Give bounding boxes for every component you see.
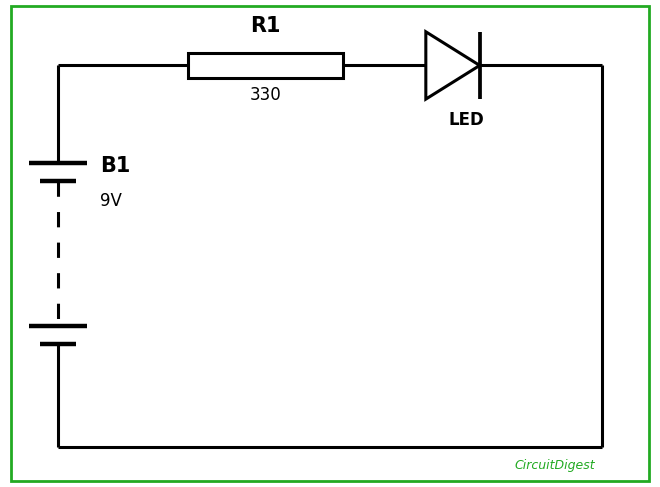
Text: B1: B1 <box>100 156 131 176</box>
Text: LED: LED <box>448 111 484 129</box>
Text: CircuitDigest: CircuitDigest <box>515 459 595 472</box>
Text: 9V: 9V <box>100 192 122 210</box>
Text: 330: 330 <box>249 86 281 104</box>
Polygon shape <box>426 32 480 99</box>
Text: R1: R1 <box>250 16 280 37</box>
Bar <box>187 53 343 78</box>
